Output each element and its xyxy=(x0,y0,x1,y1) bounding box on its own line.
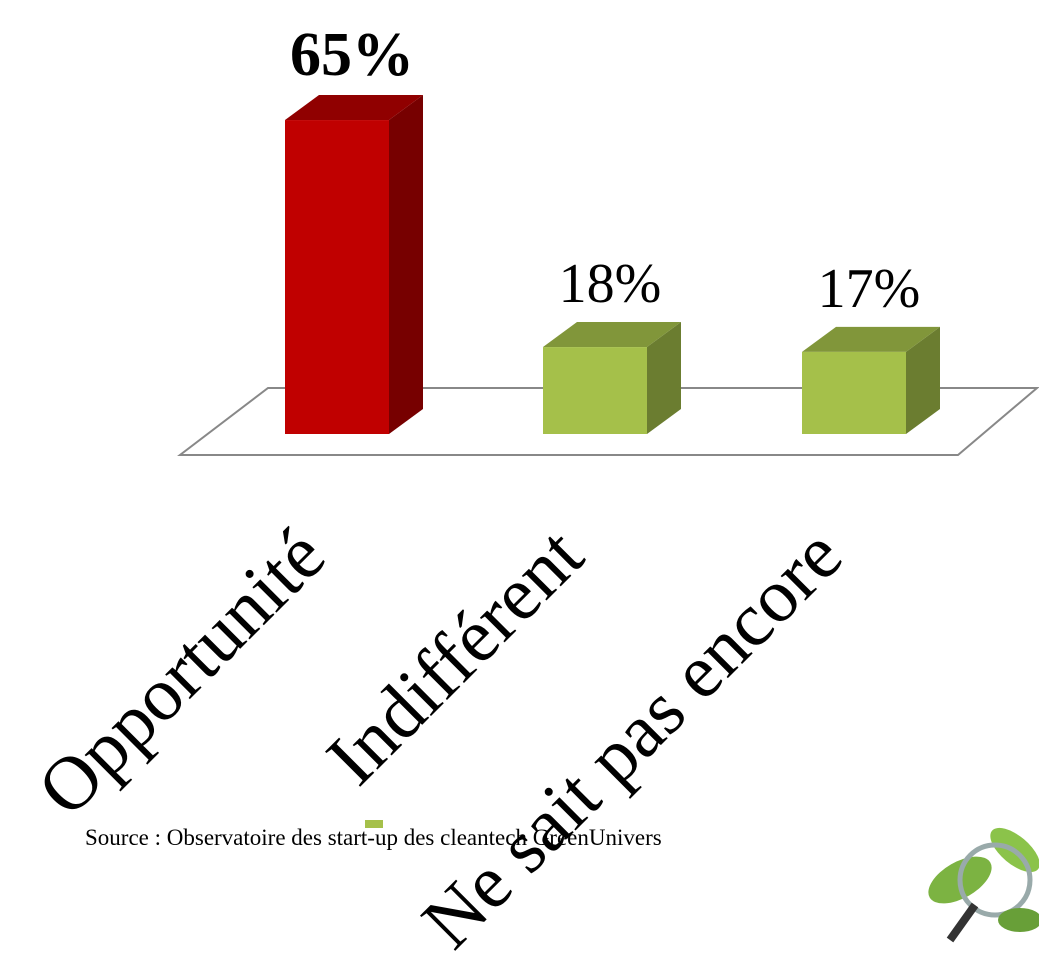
category-label: Opportunité xyxy=(22,513,341,832)
bar xyxy=(285,95,423,435)
bar-top xyxy=(802,326,940,352)
bar-top xyxy=(285,95,423,121)
decoration xyxy=(365,820,1039,943)
source: Source : Observatoire des start-up des c… xyxy=(85,825,662,850)
bar-side xyxy=(906,326,940,434)
bar-side xyxy=(647,322,681,434)
bar-front xyxy=(285,120,389,435)
bar-front xyxy=(802,351,906,434)
value-label: 17% xyxy=(818,258,921,320)
value-label: 65% xyxy=(290,21,414,89)
bar-side xyxy=(389,95,423,435)
value-label: 18% xyxy=(559,253,662,315)
bar xyxy=(543,322,681,434)
bar-front xyxy=(543,347,647,434)
bar xyxy=(802,326,940,434)
bar-top xyxy=(543,322,681,348)
